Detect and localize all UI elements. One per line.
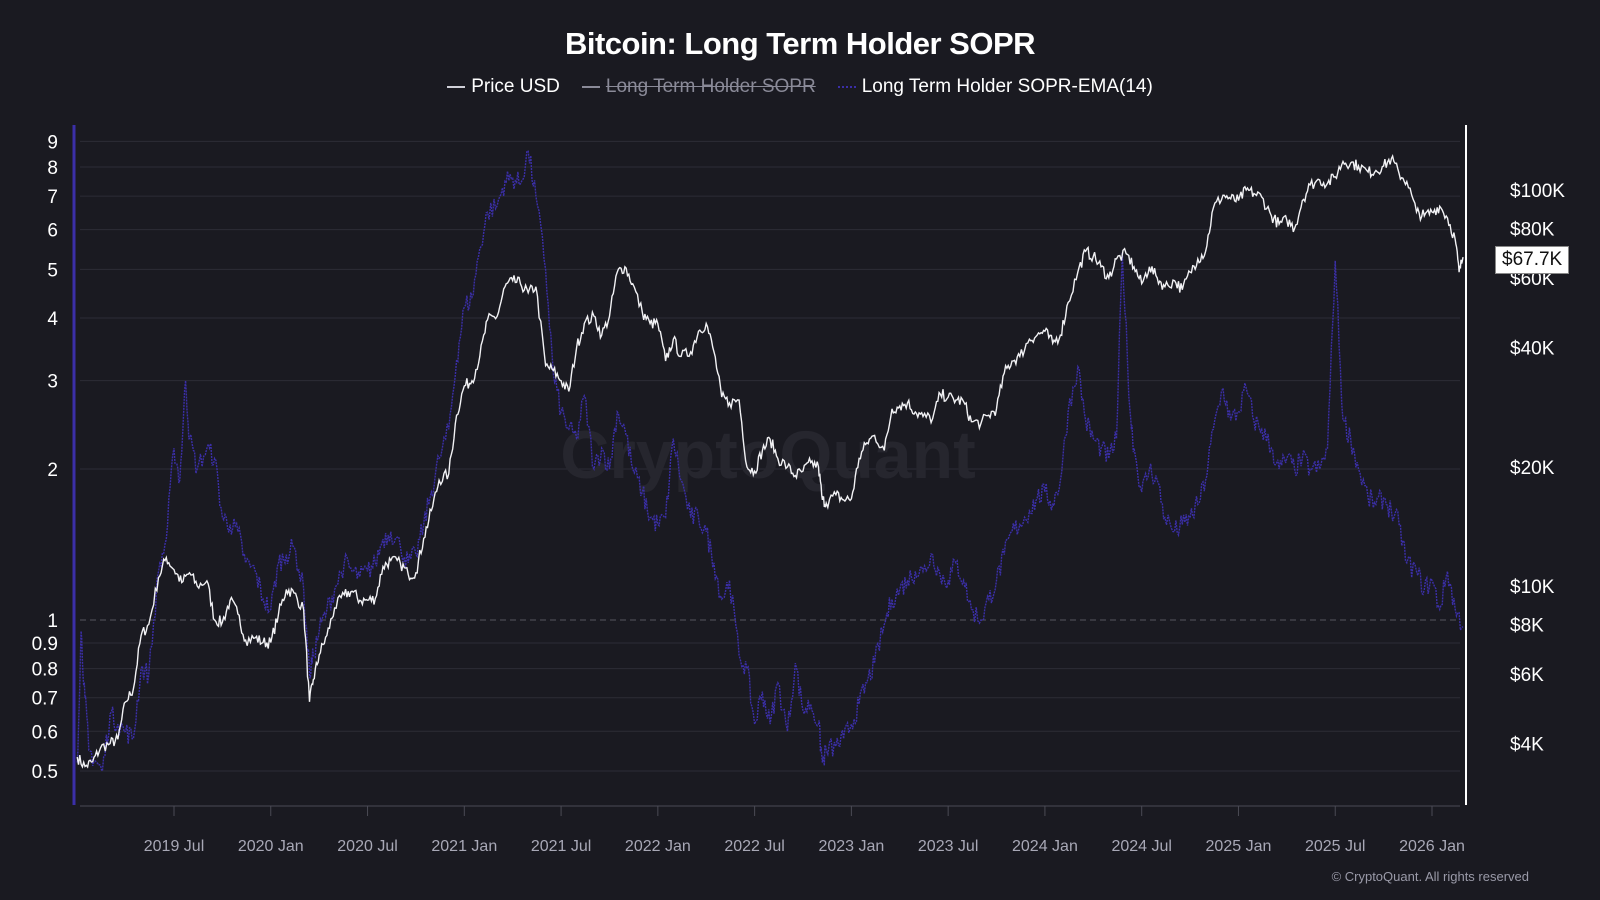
x-axis-tick-label: 2024 Jan [1012,838,1078,855]
legend-item-price-usd[interactable]: Price USD [447,76,560,98]
x-axis-tick-label: 2023 Jul [918,838,979,855]
legend-label: Long Term Holder SOPR-EMA(14) [861,76,1153,97]
right-axis-tick-label: $10K [1510,577,1555,598]
x-axis-tick-label: 2024 Jul [1111,838,1172,855]
sopr-ema-series-line [76,150,1464,774]
x-axis-tick-label: 2020 Jan [238,838,304,855]
chart-title: Bitcoin: Long Term Holder SOPR [564,26,1036,61]
x-axis-tick-label: 2019 Jul [144,838,205,855]
left-axis-tick-label: 0.7 [32,689,58,710]
right-axis-tick-label: $4K [1510,735,1544,756]
x-axis-ticks: 2019 Jul 2020 Jan 2020 Jul 2021 Jan 2021 Jul… [144,806,1465,855]
left-axis-tick-label: 2 [47,460,58,481]
left-axis-tick-label: 0.5 [32,762,58,783]
right-axis-ticks: $4K $6K $8K $10K $20K $40K $60K $80K $100K [1510,181,1565,756]
legend-item-lth-sopr[interactable]: Long Term Holder SOPR [581,76,816,98]
right-axis-tick-label: $80K [1510,219,1555,240]
legend: Price USD Long Term Holder SOPR Long Ter… [0,76,1600,98]
x-axis-tick-label: 2021 Jul [531,838,592,855]
right-axis-tick-label: $6K [1510,665,1544,686]
right-axis-tick-label: $20K [1510,458,1555,479]
right-axis-tick-label: $60K [1510,269,1555,290]
x-axis-tick-label: 2026 Jan [1399,838,1465,855]
price-line-swatch-icon [447,86,466,88]
right-axis-tick-label: $40K [1510,339,1555,360]
left-axis-tick-label: 4 [47,309,58,330]
legend-label: Long Term Holder SOPR [605,76,816,97]
left-axis-tick-label: 0.6 [32,722,58,743]
left-axis-tick-label: 6 [47,221,58,242]
left-axis-tick-label: 0.8 [32,660,58,681]
left-axis-tick-label: 3 [47,372,58,393]
ema-line-swatch-icon [837,86,856,88]
left-axis-tick-label: 8 [47,158,58,179]
left-axis-tick-label: 7 [47,187,58,208]
x-axis-tick-label: 2025 Jul [1305,838,1366,855]
left-axis-tick-label: 9 [47,132,58,153]
right-axis-tick-label: $100K [1510,181,1565,202]
sopr-line-swatch-icon [581,86,600,88]
x-axis-tick-label: 2021 Jan [431,838,497,855]
left-axis-tick-label: 0.9 [32,634,58,655]
x-axis-tick-label: 2020 Jul [337,838,398,855]
watermark: CryptoQuant [560,417,976,493]
left-axis-tick-label: 1 [47,611,58,632]
left-axis-ticks: 0.5 0.6 0.7 0.8 0.91 2 3 4 5 6 7 8 9 [32,132,59,783]
x-axis-tick-label: 2025 Jan [1206,838,1272,855]
legend-item-lth-sopr-ema[interactable]: Long Term Holder SOPR-EMA(14) [837,76,1153,98]
left-axis-tick-label: 5 [47,260,58,281]
x-axis-tick-label: 2022 Jul [724,838,785,855]
x-axis-tick-label: 2023 Jan [818,838,884,855]
right-axis-tick-label: $8K [1510,615,1544,636]
x-axis-tick-label: 2022 Jan [625,838,691,855]
price-usd-series-line [76,154,1464,769]
current-price-label: $67.7K [1495,246,1570,274]
legend-label: Price USD [471,76,560,97]
copyright-footer: © CryptoQuant. All rights reserved [1331,869,1529,884]
